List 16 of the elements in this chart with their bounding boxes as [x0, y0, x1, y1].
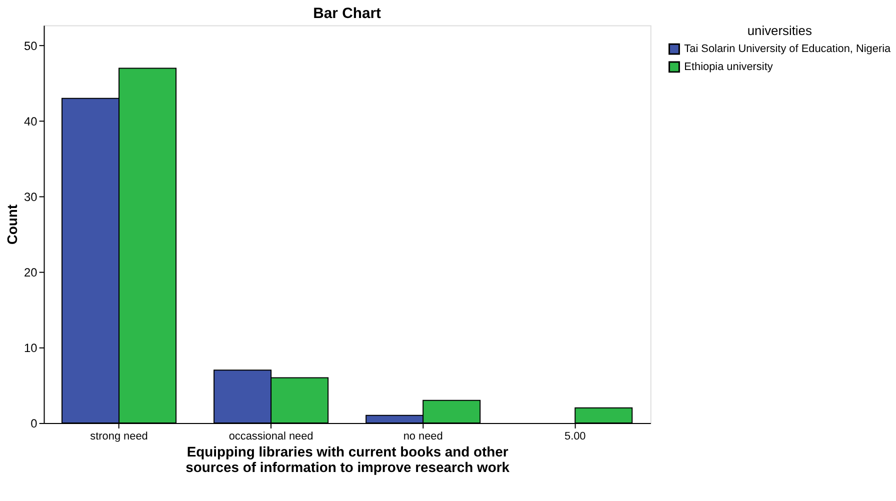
x-tick-label: no need — [403, 430, 443, 442]
y-tick-label: 10 — [24, 340, 38, 355]
x-tick-label: 5.00 — [564, 430, 586, 442]
y-tick-label: 0 — [30, 416, 38, 430]
x-tick-label: occassional need — [228, 430, 314, 442]
y-axis-title: Count — [4, 204, 20, 245]
legend-title: universities — [747, 23, 812, 38]
legend-label: Ethiopia university — [684, 60, 774, 73]
chart-title: Bar Chart — [313, 6, 382, 22]
x-tick-label: strong need — [90, 430, 148, 442]
y-tick-label: 30 — [24, 190, 38, 204]
y-tick-label: 50 — [24, 39, 38, 54]
legend-label: Tai Solarin University of Education, Nigeria — [684, 43, 892, 56]
x-axis-title: Equipping libraries with current books and other sources of information to improve research work — [186, 443, 510, 476]
y-tick-label: 20 — [24, 265, 38, 280]
y-tick-label: 40 — [24, 114, 38, 129]
